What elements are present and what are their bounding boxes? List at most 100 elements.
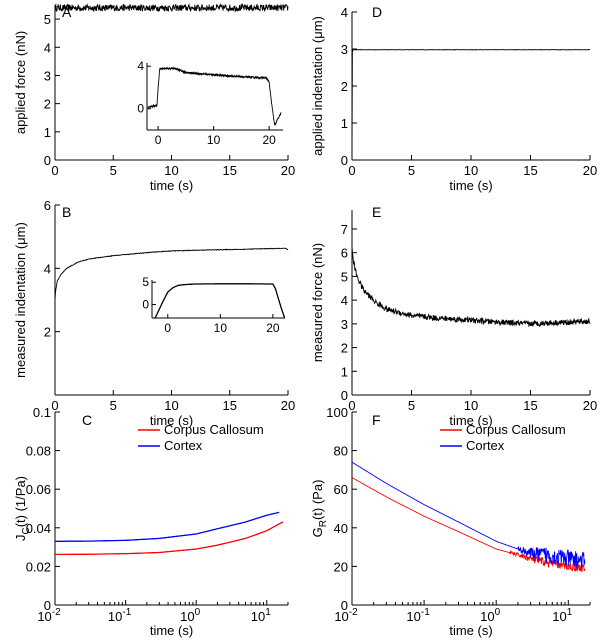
panel-d-series-0 — [351, 48, 590, 153]
y-tick-label: 3 — [44, 68, 51, 83]
y-axis-label: measured indentation (μm) — [13, 222, 28, 378]
x-tick-label: 10-1 — [108, 607, 132, 624]
panel-label: F — [372, 412, 381, 428]
y-tick-label: 3 — [341, 317, 348, 332]
x-tick-label: 101 — [251, 607, 271, 624]
x-tick-base: 10 — [334, 609, 348, 624]
legend-label: Cortex — [164, 438, 203, 453]
x-tick-exp: -1 — [122, 607, 131, 618]
x-axis-label: time (s) — [449, 178, 492, 193]
y-tick-label: 7 — [341, 222, 348, 237]
x-tick-base: 10 — [180, 609, 194, 624]
y-tick-label: 4 — [44, 40, 51, 55]
x-tick-exp: -2 — [52, 607, 61, 618]
y-tick-label: 0 — [44, 153, 51, 168]
panel-label: E — [372, 204, 381, 220]
x-tick-label: 15 — [223, 163, 237, 178]
x-tick-label: 20 — [583, 398, 597, 413]
y-axis-label: GR(t) (Pa) — [310, 480, 329, 538]
x-tick-label: 100 — [480, 607, 500, 624]
inset-x-tick-label: 0 — [164, 321, 171, 335]
y-tick-label: 0 — [341, 153, 348, 168]
y-label-rest: (t) (Pa) — [310, 480, 325, 520]
x-axis-label: time (s) — [449, 413, 492, 428]
inset-x-tick-label: 20 — [266, 321, 280, 335]
x-tick-label: 10-1 — [406, 607, 430, 624]
y-tick-label: 6 — [341, 246, 348, 261]
x-tick-label: 0 — [51, 163, 58, 178]
y-tick-label: 2 — [44, 97, 51, 112]
panel-c-series-1 — [55, 511, 280, 542]
x-tick-exp: 0 — [195, 607, 201, 618]
y-tick-label: 0.1 — [33, 405, 51, 420]
y-tick-label: 4 — [341, 5, 348, 20]
x-tick-exp: 1 — [567, 607, 573, 618]
panel-e-series-0 — [351, 247, 591, 328]
inset-a: 0 10 20 0 4 — [137, 59, 283, 147]
x-tick-label: 10-2 — [334, 607, 358, 624]
x-tick-base: 10 — [37, 609, 51, 624]
y-tick-label: 0 — [341, 388, 348, 403]
y-label-sub: C — [21, 527, 32, 534]
x-tick-base: 10 — [251, 609, 265, 624]
x-tick-label: 15 — [523, 163, 537, 178]
panel-b-series-0 — [54, 247, 289, 301]
x-axis-label: time (s) — [150, 413, 193, 428]
inset-b: 0 10 20 0 5 — [142, 275, 286, 335]
panel-f-series-1 — [351, 461, 586, 569]
x-axis-label: time (s) — [150, 623, 193, 638]
inset-y-tick-label: 0 — [137, 102, 144, 116]
panel-label: C — [82, 412, 92, 428]
y-label-rest: (t) (1/Pa) — [13, 476, 28, 527]
y-tick-label: 80 — [334, 444, 348, 459]
x-tick-base: 10 — [406, 609, 420, 624]
x-tick-exp: -1 — [421, 607, 430, 618]
panel-label: D — [372, 4, 382, 20]
legend-label: Cortex — [466, 438, 505, 453]
x-tick-label: 5 — [110, 398, 117, 413]
x-tick-exp: 1 — [265, 607, 271, 618]
y-tick-label: 1 — [341, 364, 348, 379]
x-tick-label: 10 — [164, 398, 178, 413]
y-tick-label: 4 — [44, 261, 51, 276]
x-tick-exp: 0 — [495, 607, 501, 618]
inset-b-series-0 — [154, 283, 286, 319]
y-tick-label: 5 — [44, 12, 51, 27]
inset-a-series-0 — [147, 66, 282, 126]
x-tick-label: 20 — [281, 398, 295, 413]
y-axis-label: applied force (nN) — [13, 31, 28, 134]
y-tick-label: 4 — [341, 293, 348, 308]
y-tick-label: 1 — [341, 116, 348, 131]
x-axis-label: time (s) — [449, 623, 492, 638]
y-axis-label: measured force (nN) — [310, 243, 325, 362]
y-axis-label: applied indentation (μm) — [310, 16, 325, 156]
y-tick-label: 0 — [341, 598, 348, 613]
panel-c-series-0 — [55, 521, 284, 556]
y-tick-label: 0.08 — [26, 444, 51, 459]
x-tick-label: 15 — [223, 398, 237, 413]
y-tick-label: 2 — [341, 341, 348, 356]
inset-y-tick-label: 0 — [142, 298, 149, 312]
inset-x-tick-label: 10 — [214, 321, 228, 335]
y-label-sub: R — [318, 520, 329, 527]
y-tick-label: 40 — [334, 521, 348, 536]
y-tick-label: 5 — [341, 269, 348, 284]
x-tick-label: 5 — [408, 163, 415, 178]
panel-label: B — [62, 204, 71, 220]
x-tick-label: 10 — [464, 163, 478, 178]
x-axis-label: time (s) — [150, 178, 193, 193]
x-tick-label: 5 — [110, 163, 117, 178]
y-tick-label: 1 — [44, 125, 51, 140]
legend-label: Corpus Callosum — [466, 422, 566, 437]
panel-label: A — [62, 4, 72, 20]
y-tick-label: 20 — [334, 559, 348, 574]
y-tick-label: 2 — [44, 325, 51, 340]
inset-x-tick-label: 0 — [155, 133, 162, 147]
x-tick-label: 100 — [180, 607, 200, 624]
x-tick-label: 20 — [281, 163, 295, 178]
